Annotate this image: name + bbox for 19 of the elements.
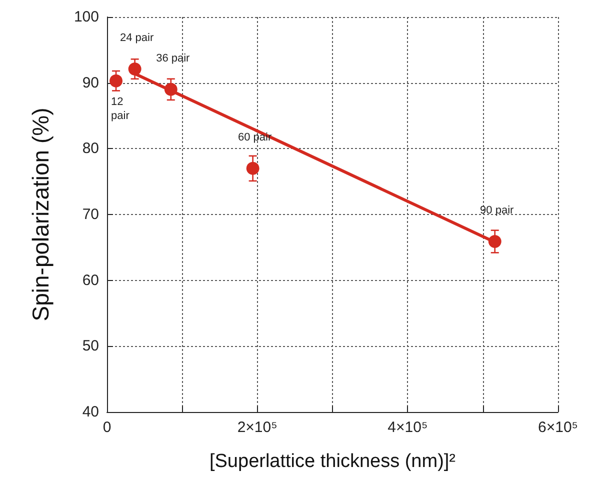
annotation: 60 pair: [238, 131, 272, 144]
x-tick-label: 2×10⁵: [237, 419, 278, 436]
x-tick-label: 6×10⁵: [538, 419, 578, 436]
y-axis-title: Spin-polarization (%): [28, 108, 54, 322]
y-tick-label: 90: [82, 74, 99, 92]
x-tick-label: 4×10⁵: [388, 419, 428, 436]
x-axis-title: [Superlattice thickness (nm)]²: [209, 451, 456, 472]
y-tick-label: 40: [82, 404, 99, 420]
annotation: 24 pair: [120, 32, 154, 44]
x-tick-label: 0: [102, 419, 112, 436]
y-tick-label: 50: [82, 338, 99, 355]
y-tick-label: 80: [82, 140, 99, 158]
annotation: 36 pair: [156, 52, 190, 64]
y-tick-label: 100: [74, 8, 99, 26]
y-tick-label: 60: [82, 272, 99, 289]
y-tick-label: 70: [82, 206, 99, 223]
annotation: 12 pair: [111, 96, 130, 122]
point: [110, 74, 123, 88]
annotation: 90 pair: [480, 204, 514, 216]
